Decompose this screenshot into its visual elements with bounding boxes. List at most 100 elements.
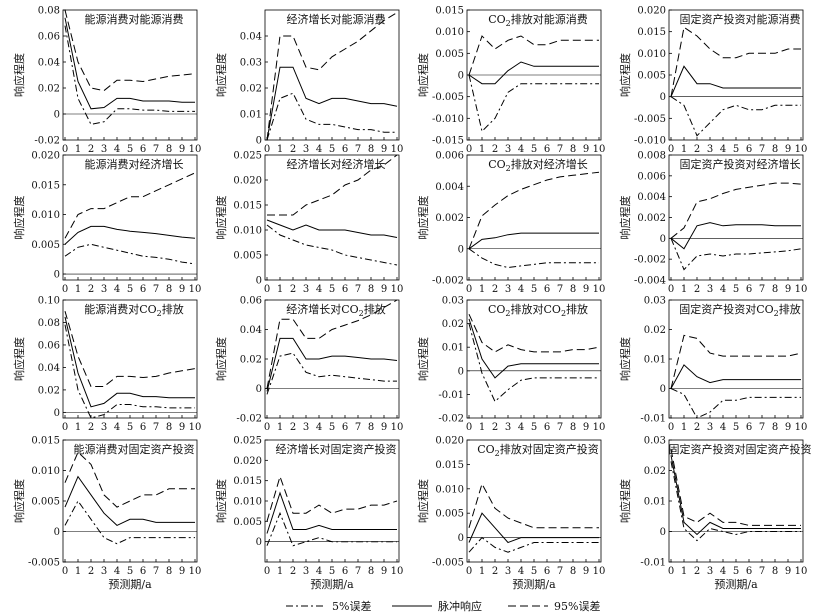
series-dashdot <box>64 324 195 419</box>
x-tick-label: 3 <box>303 284 309 295</box>
x-tick-label: 6 <box>342 422 348 433</box>
series-dashdot <box>64 500 195 545</box>
y-axis-label: 响应程度 <box>214 196 228 240</box>
x-tick-label: 3 <box>505 566 511 577</box>
x-tick-label: 1 <box>277 566 283 577</box>
y-axis-label: 响应程度 <box>416 479 430 523</box>
series-dashed <box>468 313 600 353</box>
y-tick-label: -0.015 <box>432 136 464 147</box>
legend-upper-label: 95%误差 <box>554 599 600 613</box>
series-dashdot <box>266 224 398 266</box>
x-tick-label: 0 <box>62 144 68 155</box>
x-tick-label: 6 <box>342 284 348 295</box>
plot-frame <box>264 9 400 141</box>
x-tick-label: 3 <box>505 422 511 433</box>
y-tick-label: -0.005 <box>432 558 464 569</box>
y-tick-label: 0.006 <box>637 171 666 182</box>
y-tick-label: 0.06 <box>38 32 60 43</box>
plot-frame <box>466 299 602 419</box>
x-tick-label: 4 <box>114 422 120 433</box>
y-axis-label: 响应程度 <box>214 53 228 97</box>
y-tick-label: 0.025 <box>233 151 262 162</box>
y-tick-label: -0.005 <box>634 114 666 125</box>
x-tick-label: 0 <box>668 566 674 577</box>
x-tick-label: 1 <box>277 422 283 433</box>
series-dashdot <box>64 25 195 125</box>
x-tick-label: 10 <box>189 284 202 295</box>
y-axis-label: 响应程度 <box>12 196 26 240</box>
y-axis-label: 响应程度 <box>618 337 632 381</box>
x-tick-label: 8 <box>368 144 374 155</box>
x-tick-label: 3 <box>101 566 107 577</box>
y-tick-label: -0.02 <box>34 136 60 147</box>
x-tick-label: 2 <box>694 422 700 433</box>
plot-frame <box>264 439 400 563</box>
plot-frame <box>264 154 400 281</box>
x-tick-label: 7 <box>557 566 563 577</box>
y-tick-label: 0.01 <box>240 110 262 121</box>
panel-title: 经济增长对能源消费 <box>287 12 386 26</box>
x-tick-label: 7 <box>153 422 159 433</box>
x-tick-label: 4 <box>518 144 524 155</box>
x-tick-label: 8 <box>772 144 778 155</box>
y-tick-label: -0.002 <box>432 276 464 287</box>
y-tick-label: 0 <box>256 537 262 548</box>
x-tick-label: 9 <box>179 566 185 577</box>
x-tick-label: 9 <box>381 284 387 295</box>
x-tick-label: 2 <box>492 566 498 577</box>
x-tick-label: 9 <box>381 566 387 577</box>
series-solid <box>64 316 195 408</box>
y-tick-label: -0.01 <box>640 414 666 425</box>
x-tick-label: 0 <box>466 422 472 433</box>
x-tick-label: 3 <box>707 284 713 295</box>
series-dashdot <box>670 388 801 419</box>
y-axis-label: 响应程度 <box>618 479 632 523</box>
x-tick-label: 10 <box>391 144 404 155</box>
x-tick-label: 5 <box>733 144 739 155</box>
y-tick-label: 0.06 <box>240 296 262 307</box>
x-tick-label: 7 <box>759 566 765 577</box>
y-tick-label: 0.02 <box>240 84 262 95</box>
x-tick-label: 1 <box>479 422 485 433</box>
y-tick-label: 0.005 <box>233 517 262 528</box>
y-tick-label: -0.005 <box>28 558 60 569</box>
x-tick-label: 5 <box>329 144 335 155</box>
x-tick-label: 8 <box>166 566 172 577</box>
x-tick-label: 0 <box>62 422 68 433</box>
x-tick-label: 4 <box>720 422 726 433</box>
x-tick-label: 4 <box>720 144 726 155</box>
x-tick-label: 1 <box>277 144 283 155</box>
series-dashdot <box>468 248 599 269</box>
y-tick-label: 0 <box>458 366 464 377</box>
y-tick-label: 0 <box>458 71 464 82</box>
x-tick-label: 5 <box>733 284 739 295</box>
y-tick-label: 0.002 <box>637 213 666 224</box>
y-tick-label: 0.02 <box>38 385 60 396</box>
x-axis-label: 预测期/a <box>108 578 152 591</box>
y-tick-label: -0.010 <box>634 136 666 147</box>
x-tick-label: 8 <box>772 422 778 433</box>
y-tick-label: 0.01 <box>644 497 666 508</box>
x-tick-label: 10 <box>189 422 202 433</box>
panel-9: 00.020.040.060.080.100 1 2 3 4 5 6 7 8 9 10能源消费对CO… <box>12 296 201 434</box>
x-tick-label: 5 <box>329 566 335 577</box>
x-tick-label: 2 <box>88 284 94 295</box>
x-tick-label: 6 <box>544 144 550 155</box>
x-tick-label: 7 <box>355 144 361 155</box>
x-tick-label: 7 <box>355 566 361 577</box>
x-tick-label: 10 <box>391 284 404 295</box>
x-tick-label: 9 <box>179 422 185 433</box>
x-tick-label: 3 <box>707 566 713 577</box>
x-tick-label: 10 <box>189 144 202 155</box>
y-axis-label: 响应程度 <box>416 337 430 381</box>
x-axis-labels: 预测期/a 预测期/a 预测期/a 预测期/a <box>108 578 758 591</box>
y-tick-label: 0.01 <box>442 343 464 354</box>
x-tick-label: 10 <box>795 422 808 433</box>
series-dashed <box>670 26 801 97</box>
series-dashdot <box>670 96 801 137</box>
series-solid <box>64 17 195 110</box>
